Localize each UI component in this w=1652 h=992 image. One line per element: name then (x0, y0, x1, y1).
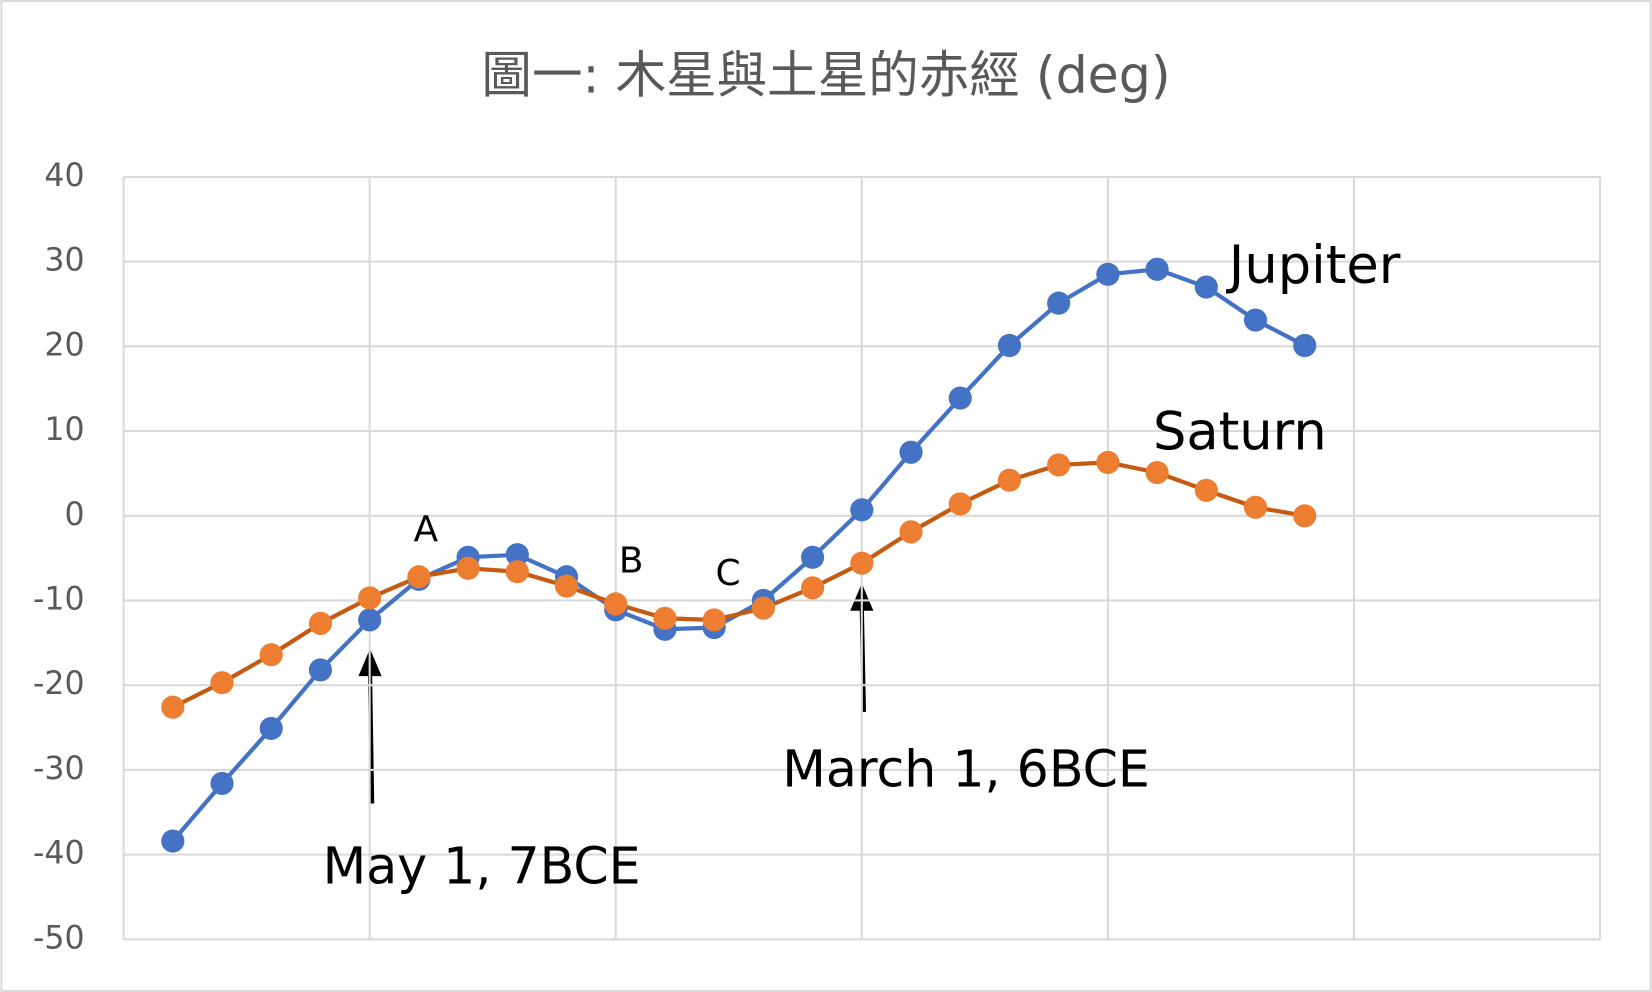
annotation: C (716, 553, 741, 594)
data-point (1194, 478, 1218, 502)
data-point (210, 771, 234, 796)
y-tick-label: 20 (44, 327, 84, 363)
data-point (653, 606, 677, 630)
data-point (948, 386, 972, 410)
data-point (948, 492, 972, 516)
data-point (210, 671, 234, 695)
annotation: May 1, 7BCE (323, 836, 641, 895)
chart-title: 圖一: 木星與土星的赤經 (deg) (481, 45, 1170, 104)
data-point (358, 586, 382, 610)
data-point (259, 643, 283, 667)
y-tick-label: -10 (33, 581, 85, 617)
data-point (259, 716, 283, 740)
data-point (1096, 262, 1120, 286)
data-point (456, 556, 480, 580)
data-point (997, 468, 1022, 492)
data-point (801, 576, 825, 600)
data-point (161, 829, 185, 853)
y-tick-label: 30 (44, 243, 84, 279)
y-tick-label: 40 (44, 158, 84, 194)
y-tick-label: 10 (44, 412, 84, 448)
data-point (358, 608, 382, 632)
y-tick-label: -20 (33, 666, 85, 702)
data-point (604, 592, 628, 616)
data-point (1145, 460, 1169, 485)
data-point (997, 333, 1022, 358)
data-point (1293, 504, 1317, 528)
data-point (850, 498, 874, 522)
data-point (801, 545, 825, 569)
data-point (1096, 450, 1120, 474)
data-point (505, 543, 529, 567)
data-point (850, 551, 874, 575)
data-point (1293, 333, 1317, 358)
data-point (1047, 291, 1071, 315)
y-tick-label: -40 (33, 836, 85, 872)
data-point (702, 608, 726, 632)
annotation: March 1, 6BCE (782, 739, 1150, 798)
data-point (899, 440, 923, 464)
annotation: B (619, 540, 644, 581)
data-point (1243, 495, 1268, 519)
data-point (308, 611, 333, 635)
data-point (899, 520, 923, 544)
data-point (751, 596, 775, 620)
data-point (161, 695, 185, 719)
y-tick-label: -30 (33, 751, 85, 787)
data-point (1243, 308, 1268, 332)
y-tick-label: -50 (33, 920, 85, 956)
data-point (1047, 453, 1071, 477)
series-label: Saturn (1153, 402, 1327, 463)
data-point (1194, 275, 1218, 299)
data-point (505, 560, 529, 584)
data-point (554, 574, 579, 598)
data-point (407, 565, 431, 589)
y-tick-label: 0 (65, 497, 85, 533)
annotation: A (414, 509, 439, 550)
series-label: Jupiter (1226, 235, 1401, 296)
data-point (1145, 257, 1169, 281)
data-point (308, 658, 333, 682)
